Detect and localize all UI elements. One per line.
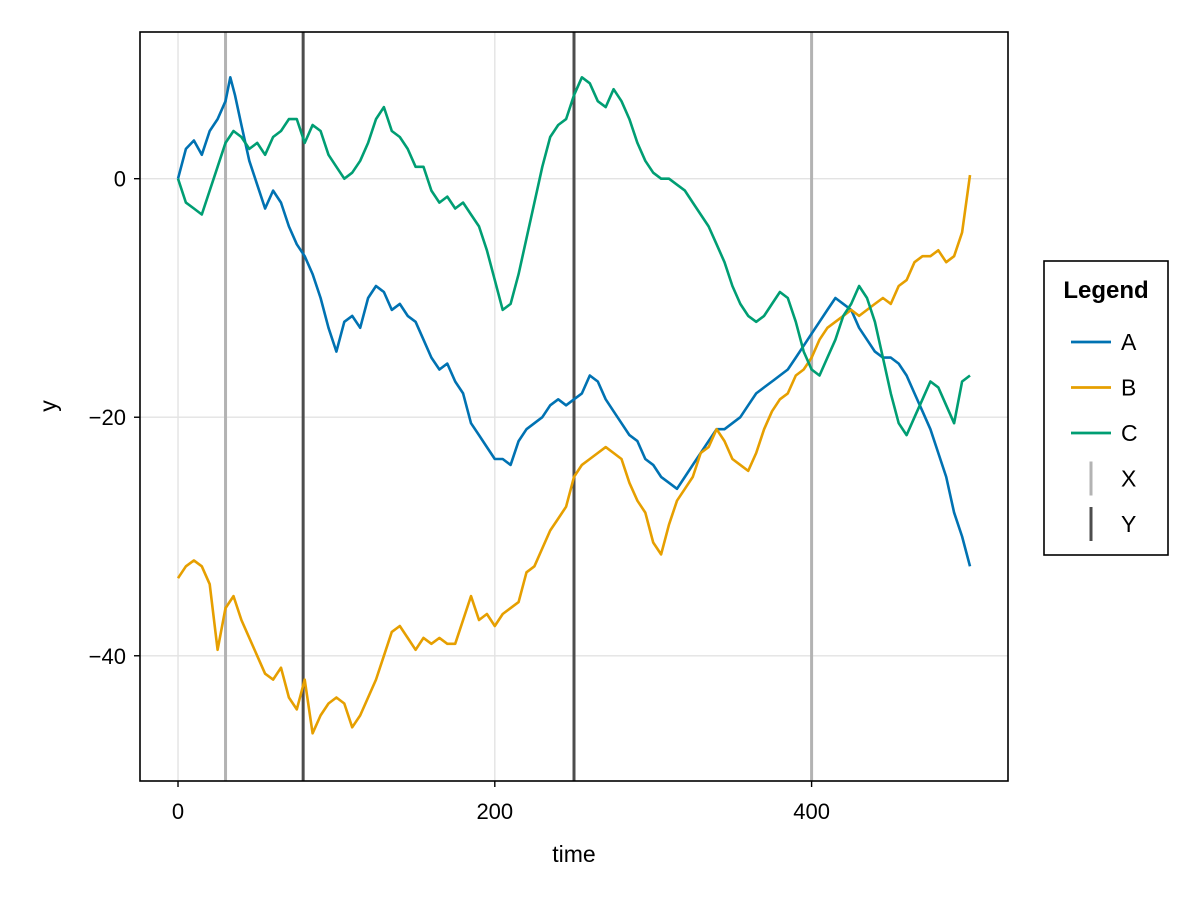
legend-title: Legend xyxy=(1063,277,1148,304)
y-axis-ticks: 0 −20 −40 xyxy=(89,167,140,669)
y-tick-label: 0 xyxy=(114,167,126,192)
series-line-a xyxy=(176,76,972,567)
legend-label-a: A xyxy=(1121,329,1137,355)
y-tick-label: −20 xyxy=(89,405,126,430)
vertical-reference-lines xyxy=(224,32,814,781)
x-axis-ticks: 0 200 400 xyxy=(172,781,830,824)
x-tick-label: 400 xyxy=(793,799,830,824)
plot-frame xyxy=(139,31,1009,782)
y-tick-label: −40 xyxy=(89,644,126,669)
series-line-b xyxy=(176,174,972,735)
x-tick-label: 200 xyxy=(476,799,513,824)
legend-label-b: B xyxy=(1121,375,1136,401)
legend-label-x: X xyxy=(1121,466,1136,492)
legend-label-c: C xyxy=(1121,420,1138,446)
x-axis-label: time xyxy=(552,841,595,867)
legend-box xyxy=(1043,260,1169,556)
series-lines xyxy=(176,76,972,735)
x-tick-label: 0 xyxy=(172,799,184,824)
y-axis-label: y xyxy=(35,400,61,412)
legend-label-y: Y xyxy=(1121,511,1136,537)
series-line-c xyxy=(176,76,971,437)
